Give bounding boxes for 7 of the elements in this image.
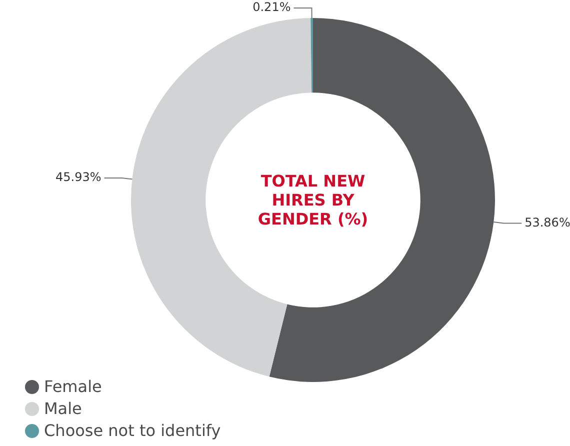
data-label: 53.86% bbox=[524, 215, 570, 230]
legend-label: Choose not to identify bbox=[44, 420, 221, 442]
text: TOTAL NEW HIRES BY GENDER (%) bbox=[256, 172, 370, 228]
data-label: 45.93% bbox=[55, 170, 102, 184]
legend-label: Female bbox=[44, 376, 102, 398]
legend-label: Male bbox=[44, 398, 82, 420]
data-label: 0.21% bbox=[252, 0, 291, 14]
